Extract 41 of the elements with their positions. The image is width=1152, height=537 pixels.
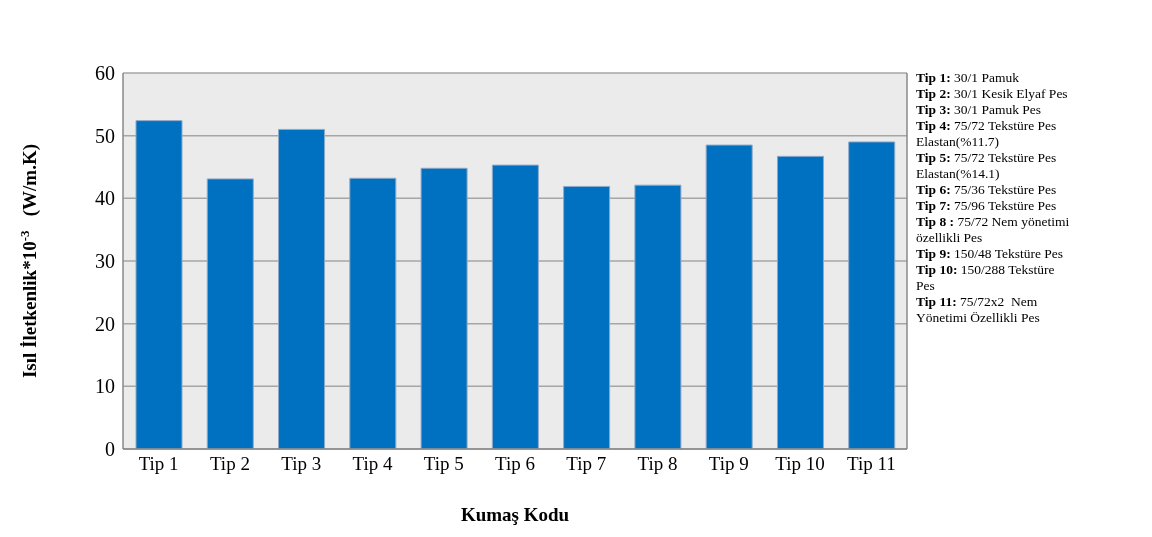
x-tick-label: Tip 9 — [708, 453, 749, 475]
bar — [848, 141, 896, 449]
text: Tip 11: 75/72x2 Nem Yönetimi Özellikli Pes — [916, 294, 1041, 326]
bar — [705, 144, 753, 449]
y-tick-label: 50 — [95, 124, 115, 147]
text: Tip 1: 30/1 Pamuk — [916, 70, 1020, 86]
x-tick-label: Tip 11 — [846, 453, 896, 475]
y-tick-label: 40 — [95, 187, 115, 210]
y-tick-label: 20 — [95, 312, 115, 335]
bar — [206, 178, 254, 449]
bar — [420, 167, 468, 449]
bar — [634, 184, 682, 449]
x-tick-label: Tip 1 — [138, 453, 179, 475]
text: Tip 3: 30/1 Pamuk Pes — [916, 102, 1043, 118]
x-axis-title: Kumaş Kodu — [460, 504, 570, 525]
text: Tip 2: 30/1 Kesik Elyaf Pes — [916, 86, 1069, 102]
x-tick-label: Tip 5 — [423, 453, 464, 475]
text: Tip 10: 150/288 Tekstüre Pes — [916, 262, 1055, 293]
text: Tip 6: 75/36 Tekstüre Pes — [916, 182, 1058, 198]
bar — [491, 164, 539, 449]
x-tick-label: Tip 6 — [495, 453, 535, 475]
x-tick-label: Tip 8 — [637, 453, 678, 475]
text: Tip 8 : 75/72 Nem yönetimi özellikli Pes — [916, 214, 1071, 246]
text: Tip 7: 75/96 Tekstüre Pes — [916, 198, 1058, 214]
x-tick-label: Tip 2 — [209, 453, 250, 475]
bar — [563, 185, 611, 449]
bar — [349, 177, 397, 449]
y-tick-label: 60 — [95, 62, 115, 85]
x-tick-label: Tip 3 — [281, 453, 322, 475]
x-tick-label: Tip 10 — [775, 453, 825, 475]
bar — [776, 155, 824, 449]
bar — [135, 120, 183, 449]
x-tick-label: Tip 4 — [352, 453, 393, 475]
text: Tip 5: 75/72 Tekstüre Pes Elastan(%14.1) — [916, 150, 1058, 182]
x-tick-label: Tip 7 — [566, 453, 607, 475]
text: Tip 4: 75/72 Tekstüre Pes Elastan(%11.7) — [916, 118, 1058, 150]
y-tick-label: 0 — [105, 438, 115, 461]
text: Tip 9: 150/48 Tekstüre Pes — [916, 246, 1065, 262]
bar — [278, 128, 326, 449]
y-tick-label: 30 — [95, 250, 115, 273]
y-tick-label: 10 — [95, 375, 115, 398]
